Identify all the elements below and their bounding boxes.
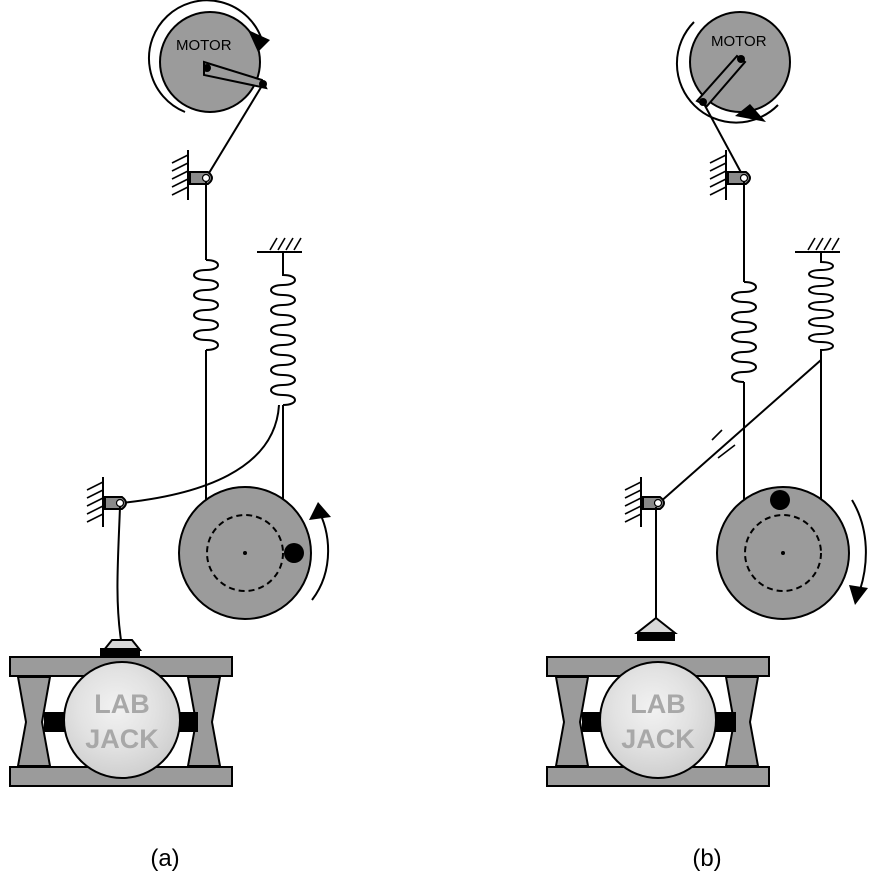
spring-right-a xyxy=(270,252,296,406)
spring-right-b xyxy=(808,252,834,360)
lower-pulley-b xyxy=(624,477,665,527)
spring-left-b xyxy=(731,281,757,383)
ground-hatch-right-b xyxy=(795,237,840,253)
drum-weight-a xyxy=(284,543,304,563)
drum-a xyxy=(178,486,312,620)
drum-rotation-arrow-icon-a xyxy=(309,502,331,520)
motor-disc-a xyxy=(159,11,261,113)
upper-pulley-b xyxy=(709,150,751,200)
crank-pivot-a xyxy=(203,64,211,72)
link-rod-b xyxy=(702,101,745,179)
drum-rotation-track-b xyxy=(851,499,867,591)
jack-label-line1-b: LAB xyxy=(630,689,686,719)
cross-mark-1-b xyxy=(711,429,723,441)
cable-curved-a xyxy=(120,404,280,504)
jack-label-line2-b: JACK xyxy=(621,724,695,754)
panel-b: MOTOR xyxy=(546,11,868,872)
crank-pivot-b xyxy=(737,55,745,63)
jack-label-line2-a: JACK xyxy=(85,724,159,754)
motor-label-b: MOTOR xyxy=(711,33,767,50)
spring-left-a xyxy=(193,259,219,351)
link-rod-a xyxy=(205,83,264,179)
rotation-arrow-icon-b xyxy=(735,104,766,122)
motor-a: MOTOR xyxy=(147,0,270,113)
lab-jack-b: LAB JACK xyxy=(546,656,770,787)
panel-a: MOTOR xyxy=(9,0,331,872)
cross-mark-2-b xyxy=(717,444,736,459)
drum-b xyxy=(716,486,850,620)
drum-weight-b xyxy=(770,490,790,510)
motor-label-a: MOTOR xyxy=(176,37,232,54)
motor-b: MOTOR xyxy=(675,11,791,124)
foot-b xyxy=(634,616,678,634)
drum-rotation-arrow-icon-b xyxy=(849,585,868,605)
lab-jack-a: LAB JACK xyxy=(9,656,233,787)
ground-hatch-right-a xyxy=(257,237,302,253)
cable-diagonal-b xyxy=(658,359,822,504)
foot-base-b xyxy=(637,633,675,641)
lower-pulley-a xyxy=(86,477,127,527)
caption-a: (a) xyxy=(150,845,179,872)
foot-base-a xyxy=(100,648,140,656)
caption-b: (b) xyxy=(692,845,721,872)
jack-label-line1-a: LAB xyxy=(94,689,150,719)
cable-hanging-a xyxy=(116,506,122,641)
rotation-arrow-icon-a xyxy=(248,30,270,52)
drum-rotation-track-a xyxy=(311,509,330,601)
rotation-track-a xyxy=(147,0,263,113)
crank-arm-a xyxy=(203,60,268,90)
upper-pulley-a xyxy=(171,150,213,200)
